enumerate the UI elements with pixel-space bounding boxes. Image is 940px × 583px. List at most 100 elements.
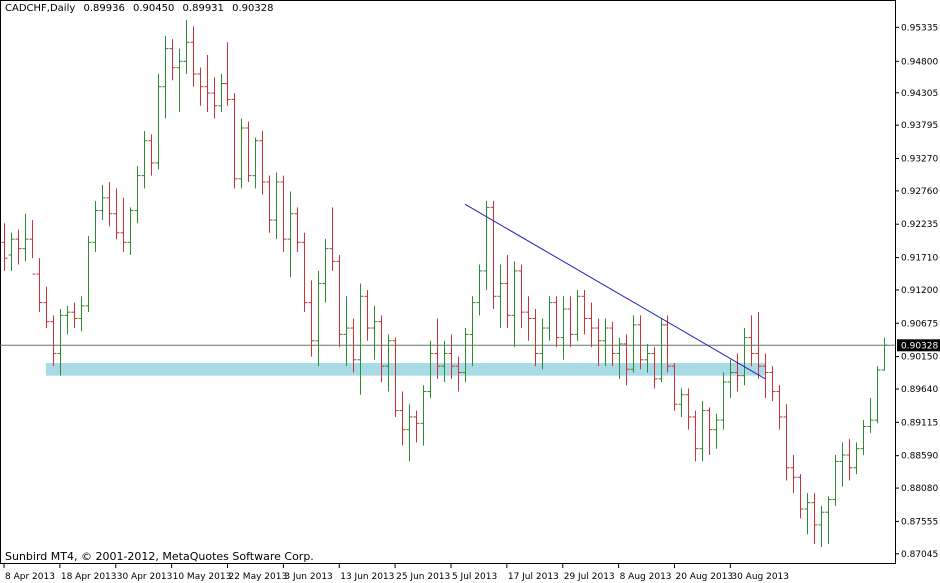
ohlc-bar (741, 328, 748, 386)
ohlc-bar (595, 318, 602, 367)
y-tick-label: 0.90150 (901, 353, 938, 363)
y-tick-label: 0.91710 (901, 254, 938, 264)
ohlc-bar (57, 308, 64, 376)
ohlc-bar (36, 258, 43, 313)
x-tick-label: 18 Apr 2013 (61, 572, 117, 582)
ohlc-bar (266, 175, 273, 233)
ohlc-bar (134, 166, 141, 224)
ohlc-bar (231, 93, 238, 189)
ohlc-bar (385, 334, 392, 392)
ohlc-bar (169, 39, 176, 81)
ohlc-bar (818, 505, 825, 548)
ohlc-bar (748, 315, 755, 367)
ohlc-bar (329, 207, 336, 271)
ohlc-bar (392, 337, 399, 417)
ohlc-bar (525, 296, 532, 341)
ohlc-bar (155, 74, 162, 170)
high-value: 0.90450 (133, 3, 175, 14)
ohlc-bar (685, 388, 692, 430)
ohlc-bar (797, 474, 804, 519)
y-tick-label: 0.88080 (901, 484, 938, 494)
ohlc-bar (434, 318, 441, 379)
ohlc-bar (476, 264, 483, 316)
y-tick-label: 0.88590 (901, 452, 938, 462)
ohlc-bar (448, 334, 455, 379)
ohlc-bar (518, 264, 525, 329)
ohlc-bar (860, 420, 867, 456)
ohlc-bar (699, 401, 706, 462)
support-zone (45, 362, 766, 376)
ohlc-bar (664, 315, 671, 373)
ohlc-bar (148, 134, 155, 176)
ohlc-bar (113, 188, 120, 240)
ohlc-bar (678, 388, 685, 417)
ohlc-bar (825, 496, 832, 544)
ohlc-bar (322, 239, 329, 303)
ohlc-bar (637, 315, 644, 370)
ohlc-bar (218, 74, 225, 113)
ohlc-bar (176, 48, 183, 113)
ohlc-bar (92, 201, 99, 252)
ohlc-bar (720, 372, 727, 430)
symbol-info: CADCHF,Daily 0.89936 0.90450 0.89931 0.9… (5, 3, 273, 14)
ohlc-bar (197, 67, 204, 106)
x-tick-label: 13 Jun 2013 (340, 572, 394, 582)
ohlc-bar (64, 305, 71, 335)
ohlc-bar (553, 296, 560, 348)
ohlc-bar (462, 328, 469, 383)
ohlc-bar (846, 439, 853, 481)
x-tick-label: 20 Aug 2013 (675, 572, 733, 582)
ohlc-bar (504, 255, 511, 329)
close-value: 0.90328 (232, 3, 274, 14)
ohlc-bar (713, 413, 720, 449)
y-tick-label: 0.91200 (901, 286, 938, 296)
ohlc-bar (127, 207, 134, 256)
current-price-label: 0.90328 (901, 341, 938, 351)
ohlc-bar (441, 340, 448, 383)
ohlc-bar (190, 26, 197, 87)
ohlc-bar (378, 315, 385, 383)
ohlc-bar (853, 442, 860, 475)
ohlc-bar (287, 191, 294, 278)
ohlc-bar (839, 442, 846, 487)
y-tick-label: 0.89640 (901, 385, 938, 395)
ohlc-bar (252, 137, 259, 189)
ohlc-bar (658, 318, 665, 383)
y-tick-label: 0.90675 (901, 319, 938, 329)
x-tick-label: 8 Apr 2013 (5, 572, 55, 582)
y-tick-label: 0.87555 (901, 517, 938, 527)
ohlc-bar (224, 42, 231, 106)
symbol-label: CADCHF,Daily (5, 3, 76, 14)
ohlc-bar (399, 391, 406, 446)
ohlc-bar (734, 353, 741, 392)
ohlc-bar (427, 340, 434, 398)
ohlc-bar (357, 283, 364, 395)
ohlc-bar (50, 315, 57, 367)
ohlc-bar (85, 235, 92, 313)
ohlc-bar (301, 232, 308, 313)
ohlc-bar (238, 118, 245, 189)
ohlc-bar (315, 270, 322, 367)
ohlc-bar (588, 302, 595, 348)
ohlc-bar (581, 289, 588, 335)
ohlc-bar (874, 366, 881, 424)
y-tick-label: 0.94305 (901, 89, 938, 99)
ohlc-bar (211, 77, 218, 119)
ohlc-bar (183, 20, 190, 75)
ohlc-bar (511, 261, 518, 348)
y-tick-label: 0.93270 (901, 154, 938, 164)
x-tick-label: 10 May 2013 (173, 572, 232, 582)
ohlc-bar (455, 356, 462, 392)
ohlc-bar (43, 286, 50, 329)
ohlc-bar (120, 197, 127, 252)
ohlc-bar (651, 347, 658, 389)
ohlc-bar (1, 223, 8, 271)
ohlc-bar (616, 337, 623, 379)
ohlc-bar (413, 410, 420, 443)
ohlc-bar (420, 385, 427, 446)
ohlc-bar (280, 175, 287, 252)
ohlc-bar (364, 289, 371, 341)
ohlc-bar (106, 181, 113, 227)
chart-area-border (0, 0, 896, 564)
